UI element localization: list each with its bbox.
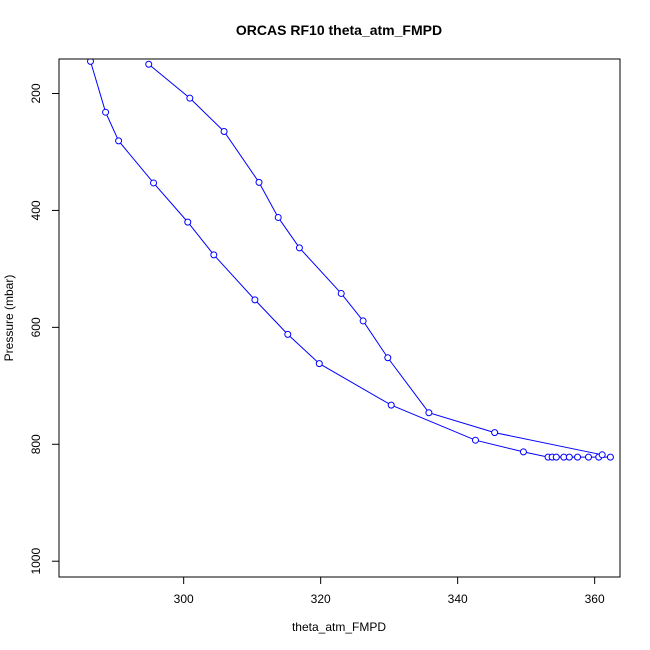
data-point: [337, 289, 345, 297]
plot-frame: [58, 58, 621, 578]
data-point: [87, 59, 95, 65]
data-point: [387, 401, 395, 409]
data-point: [598, 451, 606, 459]
series-2: [145, 60, 606, 459]
data-point: [274, 213, 282, 221]
data-point: [384, 354, 392, 362]
x-tick-label: 360: [585, 592, 605, 606]
x-tick-label: 320: [311, 592, 331, 606]
x-tick-label: 340: [448, 592, 468, 606]
data-point: [251, 296, 259, 304]
x-tick-label: 300: [174, 592, 194, 606]
y-axis: 200 400 600 800 1000: [29, 83, 59, 575]
data-point: [150, 179, 158, 187]
data-point: [220, 127, 228, 135]
series-1-line: [90, 61, 611, 458]
data-point: [184, 218, 192, 226]
x-axis: 300 320 340 360: [174, 577, 605, 606]
y-tick-label: 800: [29, 434, 43, 454]
data-point: [425, 409, 433, 417]
data-point: [359, 317, 367, 325]
y-tick-label: 600: [29, 317, 43, 337]
data-point: [315, 360, 323, 368]
x-axis-label: theta_atm_FMPD: [292, 620, 386, 634]
series-2-line: [148, 63, 603, 456]
data-point: [471, 436, 479, 444]
data-point: [145, 60, 153, 68]
data-point: [284, 330, 292, 338]
data-point: [210, 251, 218, 259]
data-point: [102, 108, 110, 116]
y-tick-label: 400: [29, 200, 43, 220]
data-point: [574, 453, 582, 461]
data-point: [186, 94, 194, 102]
series-1: [87, 59, 614, 461]
data-point: [584, 453, 592, 461]
y-tick-label: 200: [29, 83, 43, 103]
plot-area: [87, 59, 614, 461]
data-point: [606, 453, 614, 461]
data-point: [552, 453, 560, 461]
data-point: [255, 178, 263, 186]
data-point: [519, 448, 527, 456]
y-axis-label: Pressure (mbar): [2, 275, 16, 362]
chart-title: ORCAS RF10 theta_atm_FMPD: [236, 22, 442, 38]
data-point: [295, 244, 303, 252]
data-point: [115, 137, 123, 145]
data-point: [565, 453, 573, 461]
data-point: [491, 429, 499, 437]
y-tick-label: 1000: [29, 548, 43, 575]
